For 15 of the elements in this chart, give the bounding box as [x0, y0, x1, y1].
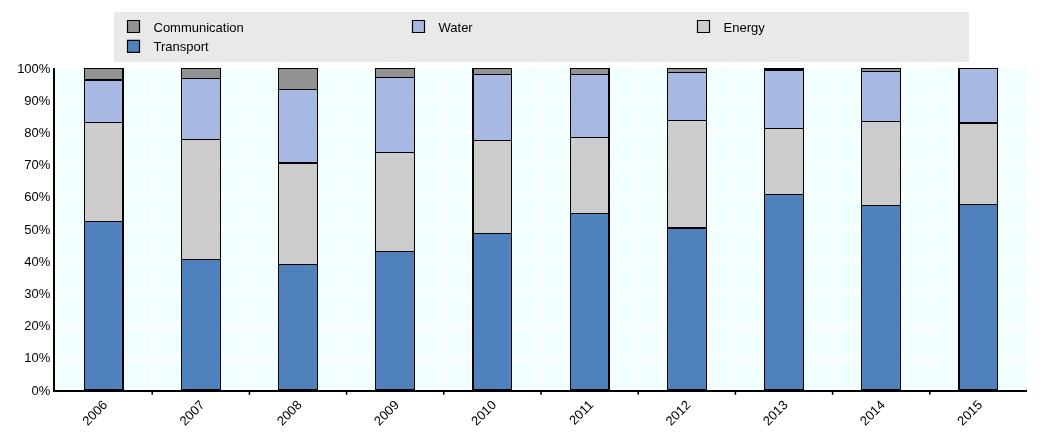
y-tick-label: 20% [24, 318, 51, 334]
legend-label: Water [438, 19, 474, 35]
y-tick-label: 0% [31, 382, 51, 398]
y-tick-label: 70% [24, 157, 51, 173]
y-tick-label: 10% [24, 350, 51, 366]
y-tick-label: 40% [24, 253, 51, 269]
y-tick-label: 80% [24, 124, 51, 140]
legend-label: Energy [723, 19, 766, 35]
y-tick-label: 90% [24, 92, 51, 108]
legend-label: Communication [153, 19, 244, 35]
legend-label: Transport [153, 39, 210, 55]
y-tick-label: 100% [17, 60, 51, 76]
y-tick-label: 30% [24, 285, 51, 301]
y-tick-label: 60% [24, 189, 51, 205]
y-tick-label: 50% [24, 221, 51, 237]
